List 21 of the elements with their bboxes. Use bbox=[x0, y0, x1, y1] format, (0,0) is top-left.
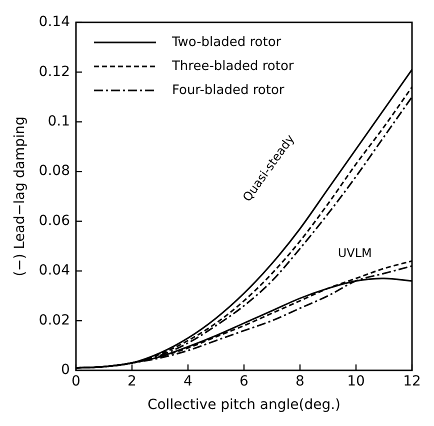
y-tick-label: 0.06 bbox=[38, 212, 70, 229]
x-tick-label: 0 bbox=[72, 373, 80, 390]
y-tick-label: 0 bbox=[61, 362, 70, 378]
x-tick-label: 6 bbox=[240, 373, 249, 390]
y-tick-label: 0.1 bbox=[48, 113, 70, 130]
y-tick-label: 0.08 bbox=[38, 163, 70, 180]
y-tick-label: 0.04 bbox=[38, 262, 70, 279]
y-tick-label: 0.02 bbox=[38, 312, 70, 328]
x-tick-label: 8 bbox=[296, 373, 304, 390]
annotation: UVLM bbox=[338, 246, 372, 260]
x-tick-label: 4 bbox=[184, 373, 193, 390]
legend-label: Four-bladed rotor bbox=[172, 82, 285, 98]
legend-label: Two-bladed rotor bbox=[170, 34, 282, 50]
y-axis-title: (−) Lead−lag damping bbox=[12, 116, 28, 276]
legend-label: Three-bladed rotor bbox=[170, 58, 294, 74]
x-tick-label: 10 bbox=[347, 373, 365, 390]
x-axis-title: Collective pitch angle(deg.) bbox=[147, 397, 341, 414]
x-tick-label: 2 bbox=[128, 373, 136, 390]
y-tick-label: 0.14 bbox=[38, 14, 70, 30]
y-tick-label: 0.12 bbox=[38, 64, 70, 80]
x-tick-label: 12 bbox=[403, 373, 421, 390]
